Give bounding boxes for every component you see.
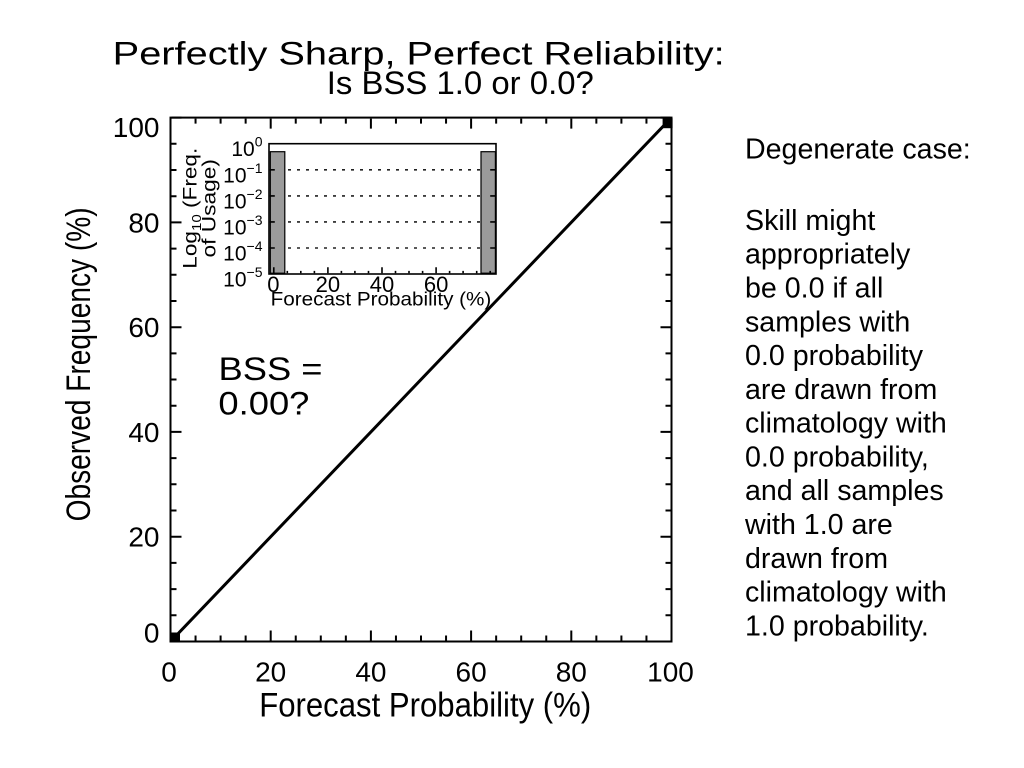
svg-text:0: 0	[144, 618, 160, 649]
svg-text:100: 100	[647, 657, 694, 688]
svg-text:Forecast Probability (%): Forecast Probability (%)	[259, 687, 591, 725]
svg-text:80: 80	[128, 207, 159, 238]
svg-text:with 1.0 are: with 1.0 are	[744, 509, 893, 541]
svg-text:and all samples: and all samples	[745, 475, 944, 507]
svg-text:0: 0	[161, 657, 177, 688]
svg-text:20: 20	[128, 522, 159, 553]
svg-text:10−2: 10−2	[223, 186, 263, 214]
svg-text:0: 0	[267, 272, 279, 297]
svg-text:climatology with: climatology with	[745, 408, 947, 440]
svg-text:be 0.0 if all: be 0.0 if all	[745, 273, 883, 305]
svg-text:1.0 probability.: 1.0 probability.	[745, 610, 929, 642]
svg-text:0.00?: 0.00?	[218, 386, 309, 422]
svg-text:0.0 probability: 0.0 probability	[745, 340, 924, 372]
svg-text:Is BSS 1.0 or 0.0?: Is BSS 1.0 or 0.0?	[327, 65, 594, 101]
svg-text:drawn from: drawn from	[745, 543, 888, 575]
svg-text:Degenerate case:: Degenerate case:	[745, 134, 971, 166]
svg-text:80: 80	[556, 657, 587, 688]
svg-text:20: 20	[316, 272, 340, 297]
svg-text:40: 40	[355, 657, 386, 688]
svg-text:60: 60	[424, 272, 448, 297]
svg-text:BSS =: BSS =	[219, 351, 323, 387]
svg-text:climatology with: climatology with	[745, 577, 947, 609]
svg-text:Perfectly Sharp, Perfect Relia: Perfectly Sharp, Perfect Reliability:	[113, 35, 725, 71]
svg-text:100: 100	[113, 112, 160, 143]
svg-text:are drawn from: are drawn from	[745, 374, 937, 406]
svg-text:60: 60	[456, 657, 487, 688]
svg-text:40: 40	[128, 417, 159, 448]
svg-text:20: 20	[255, 657, 286, 688]
svg-text:of Usage): of Usage)	[199, 159, 221, 258]
svg-text:40: 40	[370, 272, 394, 297]
svg-text:60: 60	[128, 312, 159, 343]
svg-text:Observed Frequency (%): Observed Frequency (%)	[60, 207, 98, 521]
svg-text:Skill might: Skill might	[745, 205, 875, 237]
svg-text:samples with: samples with	[745, 306, 910, 338]
svg-text:Log10 (Freq.: Log10 (Freq.	[180, 148, 205, 269]
svg-text:Forecast Probability (%): Forecast Probability (%)	[271, 288, 492, 310]
svg-text:0.0 probability,: 0.0 probability,	[745, 441, 929, 473]
svg-text:appropriately: appropriately	[745, 239, 911, 271]
